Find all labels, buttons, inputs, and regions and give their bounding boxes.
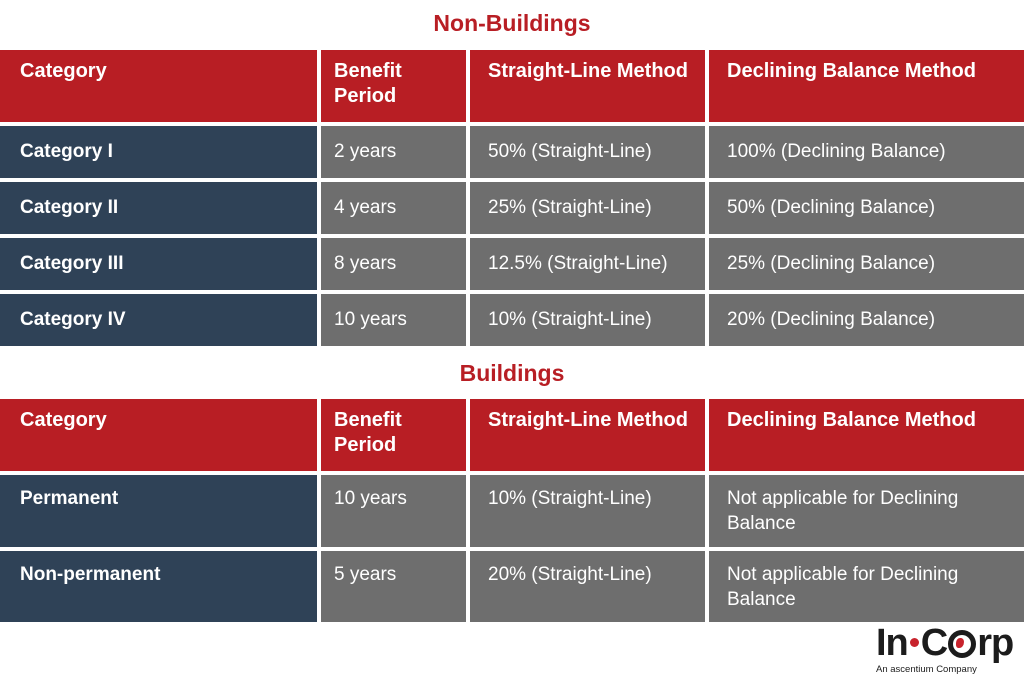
benefit-period-cell: 2 years xyxy=(321,126,466,178)
header-declining-balance-method: Declining Balance Method xyxy=(709,50,1024,122)
straight-line-cell: 10% (Straight-Line) xyxy=(470,475,705,547)
category-cell: Category II xyxy=(0,182,317,234)
logo-dot-icon xyxy=(909,638,919,648)
straight-line-cell: 12.5% (Straight-Line) xyxy=(470,238,705,290)
header-declining-balance-method: Declining Balance Method xyxy=(709,399,1024,471)
table-row: Category IV 10 years 10% (Straight-Line)… xyxy=(0,294,1024,346)
table-row: Non-permanent 5 years 20% (Straight-Line… xyxy=(0,551,1024,622)
straight-line-cell: 50% (Straight-Line) xyxy=(470,126,705,178)
table-row: Permanent 10 years 10% (Straight-Line) N… xyxy=(0,475,1024,547)
benefit-period-cell: 4 years xyxy=(321,182,466,234)
declining-balance-cell: Not applicable for Declining Balance xyxy=(709,475,1024,547)
straight-line-cell: 25% (Straight-Line) xyxy=(470,182,705,234)
category-cell: Non-permanent xyxy=(0,551,317,622)
declining-balance-cell: Not applicable for Declining Balance xyxy=(709,551,1024,622)
non-buildings-title: Non-Buildings xyxy=(433,10,591,36)
header-benefit-period: Benefit Period xyxy=(321,399,466,471)
category-cell: Permanent xyxy=(0,475,317,547)
buildings-title: Buildings xyxy=(459,360,565,386)
benefit-period-cell: 10 years xyxy=(321,294,466,346)
table-header-row: Category Benefit Period Straight-Line Me… xyxy=(0,50,1024,122)
declining-balance-cell: 20% (Declining Balance) xyxy=(709,294,1024,346)
table-row: Category III 8 years 12.5% (Straight-Lin… xyxy=(0,238,1024,290)
table-row: Category II 4 years 25% (Straight-Line) … xyxy=(0,182,1024,234)
header-straight-line-method: Straight-Line Method xyxy=(470,50,705,122)
benefit-period-cell: 10 years xyxy=(321,475,466,547)
globe-icon xyxy=(948,630,977,658)
benefit-period-cell: 5 years xyxy=(321,551,466,622)
category-cell: Category IV xyxy=(0,294,317,346)
header-category: Category xyxy=(0,399,317,471)
straight-line-cell: 20% (Straight-Line) xyxy=(470,551,705,622)
table-row: Category I 2 years 50% (Straight-Line) 1… xyxy=(0,126,1024,178)
declining-balance-cell: 100% (Declining Balance) xyxy=(709,126,1024,178)
category-cell: Category III xyxy=(0,238,317,290)
table-header-row: Category Benefit Period Straight-Line Me… xyxy=(0,399,1024,471)
header-straight-line-method: Straight-Line Method xyxy=(470,399,705,471)
header-category: Category xyxy=(0,50,317,122)
header-benefit-period: Benefit Period xyxy=(321,50,466,122)
declining-balance-cell: 50% (Declining Balance) xyxy=(709,182,1024,234)
declining-balance-cell: 25% (Declining Balance) xyxy=(709,238,1024,290)
benefit-period-cell: 8 years xyxy=(321,238,466,290)
logo-tagline: An ascentium Company xyxy=(876,664,977,675)
category-cell: Category I xyxy=(0,126,317,178)
straight-line-cell: 10% (Straight-Line) xyxy=(470,294,705,346)
